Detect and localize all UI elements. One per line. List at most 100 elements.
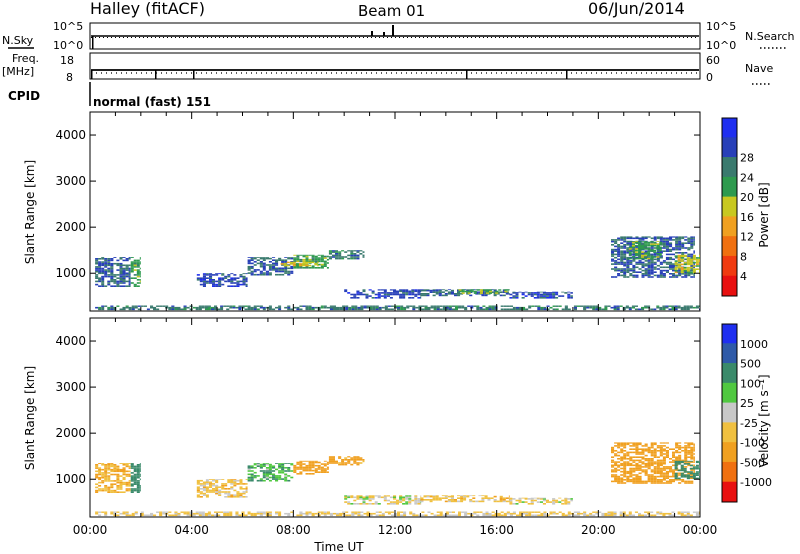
- data-cell: [444, 500, 448, 503]
- data-cell: [650, 249, 654, 252]
- data-cell: [528, 305, 532, 307]
- data-cell: [617, 446, 621, 449]
- data-cell: [518, 499, 522, 502]
- data-cell: [693, 237, 695, 240]
- data-cell: [469, 495, 473, 497]
- data-cell: [360, 511, 364, 513]
- data-cell: [104, 480, 108, 482]
- data-cell: [626, 461, 630, 463]
- data-cell: [671, 305, 675, 307]
- data-cell: [136, 275, 140, 278]
- data-cell: [113, 511, 117, 513]
- data-cell: [699, 477, 700, 480]
- data-cell: [245, 489, 248, 492]
- data-cell: [278, 306, 282, 309]
- data-cell: [644, 274, 648, 277]
- data-cell: [632, 255, 636, 257]
- data-cell: [98, 267, 102, 270]
- data-cell: [311, 463, 315, 465]
- data-cell: [328, 459, 332, 461]
- nsearch-tick-top: 10^5: [706, 20, 736, 33]
- data-cell: [275, 269, 279, 271]
- data-cell: [481, 497, 485, 499]
- data-cell: [394, 514, 398, 517]
- data-cell: [653, 308, 657, 311]
- data-cell: [485, 512, 489, 515]
- data-cell: [287, 467, 291, 469]
- data-cell: [611, 448, 615, 450]
- data-cell: [629, 480, 633, 483]
- data-cell: [226, 305, 230, 307]
- data-cell: [690, 253, 694, 256]
- data-cell: [644, 241, 648, 244]
- data-cell: [463, 497, 467, 499]
- data-cell: [481, 495, 485, 497]
- data-cell: [647, 266, 651, 269]
- data-cell: [387, 511, 391, 513]
- data-cell: [561, 503, 565, 505]
- data-cell: [647, 253, 651, 255]
- data-cell: [635, 459, 639, 462]
- data-cell: [656, 469, 660, 471]
- data-cell: [442, 306, 446, 309]
- data-cell: [302, 466, 306, 469]
- data-cell: [95, 269, 99, 271]
- data-cell: [320, 469, 324, 472]
- data-cell: [592, 305, 596, 307]
- data-cell: [659, 461, 663, 463]
- data-cell: [429, 289, 433, 292]
- data-cell: [629, 236, 633, 238]
- data-cell: [692, 255, 696, 258]
- data-cell: [693, 469, 695, 471]
- data-cell: [662, 514, 666, 517]
- data-cell: [512, 498, 516, 500]
- data-cell: [314, 263, 318, 265]
- data-cell: [485, 308, 489, 311]
- data-cell: [411, 499, 415, 502]
- data-cell: [98, 264, 102, 267]
- data-cell: [457, 497, 461, 499]
- data-cell: [592, 514, 596, 517]
- data-cell: [110, 480, 114, 482]
- data-cell: [104, 264, 108, 267]
- data-cell: [662, 240, 666, 243]
- data-cell: [653, 450, 657, 452]
- data-cell: [253, 308, 257, 311]
- data-cell: [242, 488, 246, 490]
- data-cell: [522, 308, 526, 311]
- data-cell: [130, 476, 134, 479]
- data-cell: [555, 292, 559, 294]
- data-cell: [638, 479, 642, 481]
- data-cell: [542, 293, 546, 296]
- data-cell: [644, 474, 648, 476]
- data-cell: [233, 479, 237, 480]
- data-cell: [408, 293, 412, 296]
- data-cell: [119, 488, 123, 490]
- data-cell: [647, 450, 651, 452]
- data-cell: [354, 306, 358, 309]
- data-cell: [408, 297, 412, 299]
- data-cell: [347, 501, 351, 503]
- data-cell: [125, 512, 129, 515]
- data-cell: [589, 512, 593, 515]
- data-cell: [614, 260, 618, 262]
- data-cell: [656, 248, 660, 250]
- data-cell: [323, 471, 327, 473]
- data-cell: [256, 465, 260, 467]
- data-cell: [426, 289, 430, 292]
- data-cell: [619, 511, 623, 513]
- data-cell: [393, 496, 397, 499]
- data-cell: [345, 306, 349, 309]
- data-cell: [119, 483, 123, 485]
- data-cell: [675, 239, 679, 241]
- data-cell: [521, 497, 525, 499]
- data-cell: [683, 460, 687, 462]
- data-cell: [125, 306, 129, 309]
- data-cell: [259, 257, 263, 260]
- data-cell: [107, 267, 111, 270]
- data-cell: [421, 511, 425, 513]
- data-cell: [377, 289, 381, 291]
- data-cell: [423, 289, 427, 291]
- data-cell: [672, 236, 675, 238]
- data-cell: [408, 292, 412, 294]
